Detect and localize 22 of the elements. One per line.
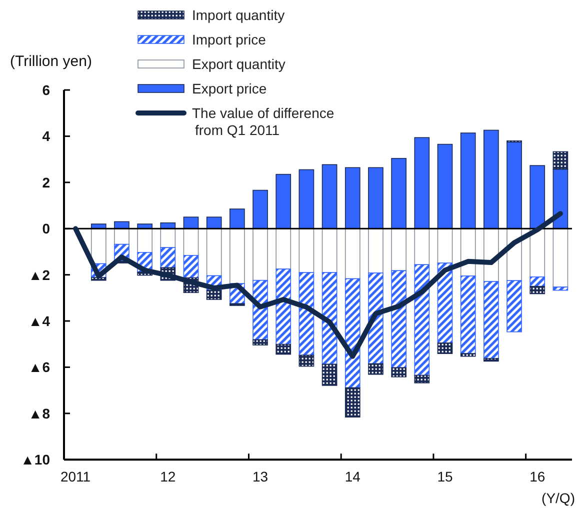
x-axis-title: (Y/Q) (542, 490, 575, 506)
y-tick-label: 4 (42, 128, 50, 144)
x-tick-label: 2011 (60, 468, 91, 485)
legend-label: Import quantity (192, 7, 285, 23)
y-tick-label: 6 (42, 82, 50, 98)
legend-label: The value of difference from Q1 2011 (192, 105, 334, 138)
y-tick-label: 2 (42, 174, 50, 190)
x-tick-label: 14 (344, 468, 361, 485)
y-tick-label: ▲2 (28, 266, 50, 283)
x-tick-label: 16 (530, 468, 546, 485)
legend-label: Export price (192, 80, 267, 96)
y-tick-label: ▲8 (28, 405, 50, 422)
x-tick-label: 12 (160, 468, 176, 485)
y-tick-label: ▲10 (20, 452, 50, 468)
legend-label: Export quantity (192, 56, 286, 72)
x-tick-label: 13 (252, 468, 268, 485)
y-axis-title: (Trillion yen) (10, 53, 92, 70)
legend-label: Import price (192, 32, 266, 48)
y-tick-label: ▲6 (28, 359, 50, 376)
y-tick-label: ▲4 (28, 313, 50, 329)
y-tick-label: 0 (42, 220, 50, 237)
x-tick-label: 15 (437, 468, 453, 485)
